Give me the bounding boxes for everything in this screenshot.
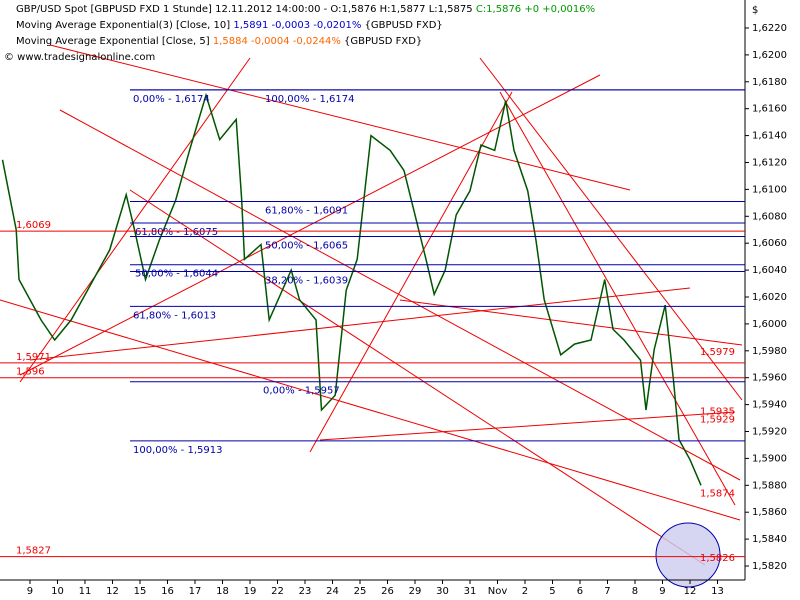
x-tick-label: 15 (134, 586, 147, 597)
chart-title: GBP/USD Spot [GBPUSD FXD 1 Stunde] 12.11… (16, 4, 595, 15)
y-tick-label: 1,6100 (752, 184, 787, 195)
legend-source: {GBPUSD FXD} (361, 20, 442, 31)
legend-reading: 1,5891 -0,0003 -0,0201% (233, 20, 361, 31)
y-axis-label: $ (752, 5, 758, 16)
trend-label: 1,5935 (700, 406, 735, 417)
x-tick-label: 5 (549, 586, 555, 597)
fib-label: 38,20% - 1,6039 (265, 275, 348, 286)
x-tick-label: 30 (436, 586, 449, 597)
y-tick-label: 1,6020 (752, 292, 787, 303)
trend-label: 1,5826 (700, 553, 735, 564)
legend-name: Moving Average Exponential(3) [Close, 10… (16, 20, 233, 31)
plot (1, 92, 702, 486)
fib-label: 0,00% - 1,5957 (263, 386, 340, 397)
y-tick-label: 1,6160 (752, 104, 787, 115)
marker-circle (655, 522, 721, 588)
y-tick-label: 1,6060 (752, 238, 787, 249)
trend-label: 1,5874 (700, 488, 735, 499)
x-tick-label: 9 (659, 586, 665, 597)
legend-entry: Moving Average Exponential(3) [Close, 10… (16, 20, 443, 31)
trendline (0, 299, 741, 521)
x-tick-label: 25 (354, 586, 367, 597)
x-tick-label: 18 (216, 586, 229, 597)
legend-name: Moving Average Exponential [Close, 5] (16, 36, 213, 47)
x-tick-label: 17 (189, 586, 202, 597)
watermark: © www.tradesignalonline.com (4, 52, 155, 63)
x-tick-label: 2 (522, 586, 528, 597)
x-tick-label: 29 (409, 586, 422, 597)
x-tick-label: 22 (271, 586, 284, 597)
trendline (19, 74, 601, 376)
x-tick-label: 9 (27, 586, 33, 597)
trendline (499, 91, 736, 506)
y-tick-label: 1,6220 (752, 23, 787, 34)
trendline (399, 299, 743, 346)
x-tick-label: 6 (577, 586, 583, 597)
legend-source: {GBPUSD FXD} (341, 36, 422, 47)
y-tick-label: 1,5880 (752, 480, 787, 491)
trendline (29, 287, 691, 361)
trend-label: 1,5979 (700, 347, 735, 358)
price-line (1, 92, 702, 486)
legend-reading: 1,5884 -0,0004 -0,0244% (213, 36, 341, 47)
trendline (479, 57, 743, 401)
y-tick-label: 1,5860 (752, 507, 787, 518)
x-tick-label: 12 (106, 586, 119, 597)
y-tick-label: 1,5960 (752, 373, 787, 384)
fib-label: 61,80% - 1,6013 (133, 310, 216, 321)
x-tick-label: 31 (464, 586, 477, 597)
y-tick-label: 1,6180 (752, 77, 787, 88)
x-tick-label: 12 (684, 586, 697, 597)
y-tick-label: 1,6000 (752, 319, 787, 330)
fib-label: 50,00% - 1,6065 (265, 240, 348, 251)
fib-label: 100,00% - 1,5913 (133, 445, 222, 456)
y-tick-label: 1,5980 (752, 346, 787, 357)
x-tick-label: 8 (632, 586, 638, 597)
legend-entry: Moving Average Exponential [Close, 5] 1,… (16, 36, 422, 47)
x-tick-label: 19 (244, 586, 257, 597)
x-tick-label: 10 (51, 586, 64, 597)
x-tick-label: 13 (711, 586, 724, 597)
y-tick-label: 1,5920 (752, 427, 787, 438)
trend-label: 1,5929 (700, 414, 735, 425)
y-tick-label: 1,6120 (752, 157, 787, 168)
trendline (319, 411, 736, 441)
x-tick-label: 23 (299, 586, 312, 597)
y-tick-label: 1,6200 (752, 50, 787, 61)
title-text: GBP/USD Spot [GBPUSD FXD 1 Stunde] 12.11… (16, 4, 476, 15)
fib-label: 50,00% - 1,6044 (135, 269, 218, 280)
x-tick-label: 26 (381, 586, 394, 597)
fib-label: 100,00% - 1,6174 (265, 94, 354, 105)
level-label: 1,5827 (16, 546, 51, 557)
trendline (309, 91, 513, 453)
trendline (49, 44, 631, 191)
trendline (59, 109, 741, 481)
x-tick-label: 16 (161, 586, 174, 597)
level-label: 1,596 (16, 367, 45, 378)
fib-label: 61,80% - 1,6091 (265, 205, 348, 216)
level-label: 1,6069 (16, 220, 51, 231)
x-tick-label: 24 (326, 586, 339, 597)
x-tick-label: 11 (79, 586, 92, 597)
x-tick-label: Nov (488, 586, 508, 597)
y-tick-label: 1,6040 (752, 265, 787, 276)
y-tick-label: 1,5940 (752, 400, 787, 411)
y-tick-label: 1,6080 (752, 211, 787, 222)
title-change: C:1,5876 +0 +0,0016% (476, 4, 595, 15)
y-tick-label: 1,5900 (752, 453, 787, 464)
y-tick-label: 1,6140 (752, 131, 787, 142)
fib-label: 0,00% - 1,6174 (133, 94, 210, 105)
x-tick-label: 7 (604, 586, 610, 597)
y-tick-label: 1,5820 (752, 561, 787, 572)
level-label: 1,5971 (16, 352, 51, 363)
fib-label: 61,80% - 1,6075 (135, 227, 218, 238)
y-tick-label: 1,5840 (752, 534, 787, 545)
